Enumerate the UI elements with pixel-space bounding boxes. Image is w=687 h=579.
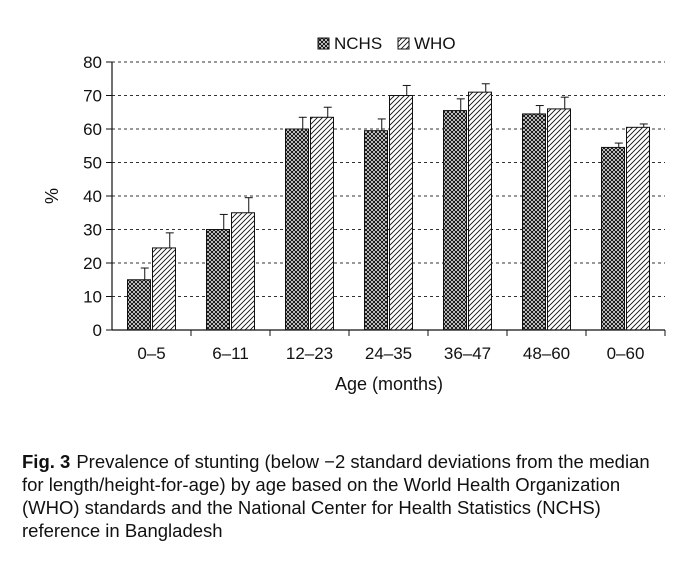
bar-who	[468, 91, 492, 331]
gridlines	[112, 61, 665, 297]
y-tick-label: 20	[83, 254, 102, 273]
x-tick-label: 6–11	[212, 344, 249, 363]
legend-swatch-who	[397, 37, 410, 50]
y-tick-label: 60	[83, 120, 102, 139]
figure-caption: Fig. 3 Prevalence of stunting (below −2 s…	[22, 450, 672, 542]
bar-nchs	[522, 113, 546, 331]
tick-labels: 0 10 20 30 40 50 60 70 80 0–5 6–11 12–23 24–35 36–47 4…	[83, 53, 644, 363]
x-tick-label: 36–47	[444, 344, 491, 363]
bar-who	[231, 212, 255, 331]
x-tick-label: 48–60	[523, 344, 570, 363]
caption-text: Prevalence of stunting (below −2 standar…	[22, 451, 650, 541]
figure-label: Fig. 3	[22, 451, 71, 472]
x-tick-label: 0–60	[607, 344, 645, 363]
legend-label-who: WHO	[414, 34, 456, 53]
y-axis-title: %	[42, 188, 62, 204]
y-tick-label: 30	[83, 221, 102, 240]
bar-who	[547, 108, 571, 331]
y-tick-label: 80	[83, 53, 102, 72]
x-tick-label: 0–5	[137, 344, 165, 363]
bar-who	[310, 116, 334, 331]
bar-nchs	[127, 279, 151, 331]
chart: 0 10 20 30 40 50 60 70 80 0–5 6–11 12–23 24–35 36–47 4…	[42, 34, 666, 394]
bar-nchs	[285, 128, 309, 331]
y-tick-label: 0	[93, 321, 102, 340]
bar-nchs	[443, 110, 467, 331]
bar-nchs	[601, 146, 625, 331]
legend-label-nchs: NCHS	[334, 34, 382, 53]
bars	[127, 83, 650, 331]
bar-nchs	[364, 130, 388, 331]
y-tick-label: 40	[83, 187, 102, 206]
bar-who	[626, 126, 650, 331]
bar-who	[152, 247, 176, 331]
y-tick-label: 50	[83, 154, 102, 173]
x-tick-label: 12–23	[286, 344, 333, 363]
legend-swatch-nchs	[317, 37, 330, 50]
x-tick-label: 24–35	[365, 344, 412, 363]
y-tick-label: 70	[83, 87, 102, 106]
bar-nchs	[206, 229, 230, 331]
bar-who	[389, 95, 413, 331]
legend: NCHS WHO	[317, 34, 456, 53]
y-tick-label: 10	[83, 288, 102, 307]
axes	[106, 61, 666, 336]
x-axis-title: Age (months)	[335, 374, 443, 394]
